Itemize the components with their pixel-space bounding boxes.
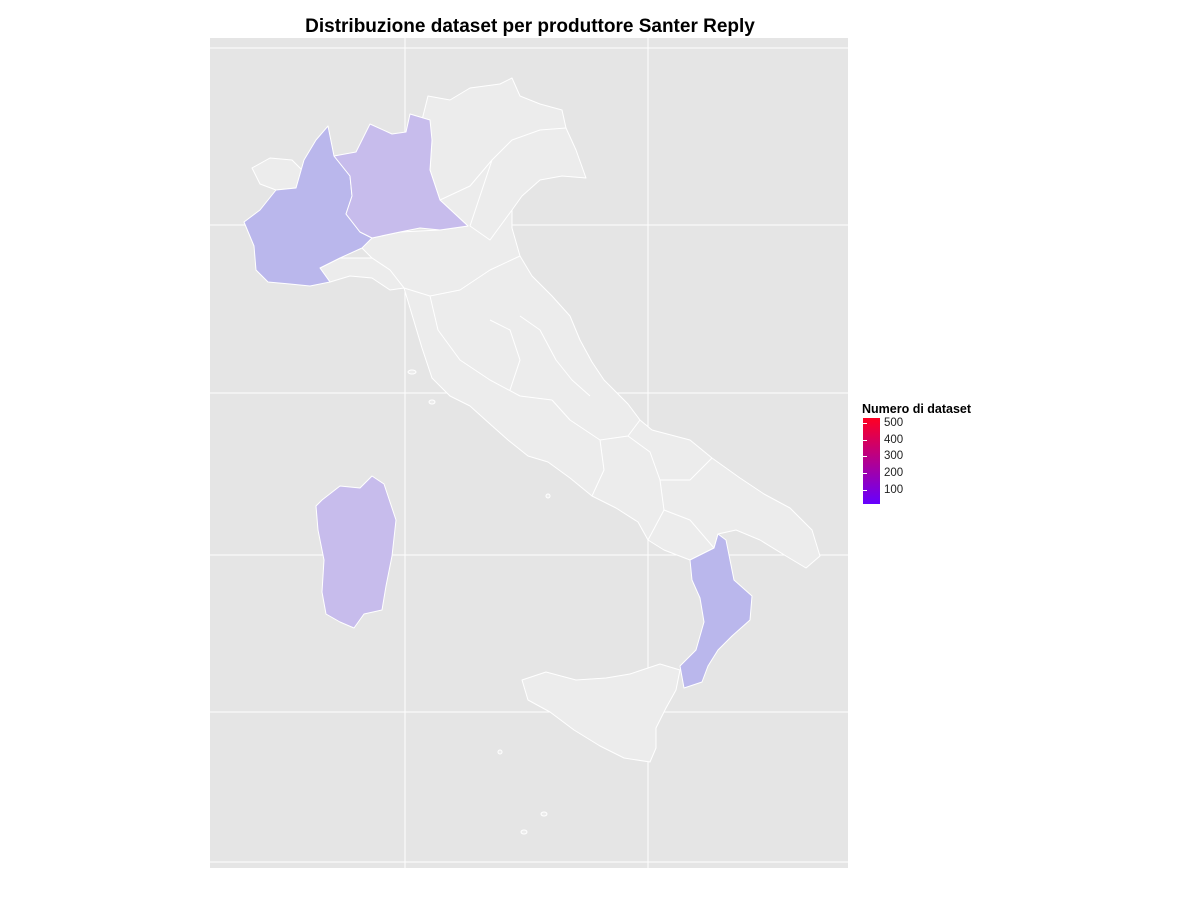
island-small — [520, 829, 528, 835]
island-small — [540, 811, 548, 817]
legend-title: Numero di dataset — [862, 402, 972, 416]
region-liguria — [319, 257, 405, 291]
island-small — [497, 749, 503, 755]
legend-tick-mark — [863, 423, 867, 424]
legend-tick-mark — [863, 456, 867, 457]
island-small — [545, 493, 551, 499]
legend-tick-label: 200 — [884, 467, 904, 479]
region-sicilia — [521, 663, 681, 763]
region-lombardia — [333, 113, 469, 239]
legend-tick-mark — [863, 440, 867, 441]
legend-tick-mark — [863, 490, 867, 491]
island-small — [428, 399, 436, 405]
legend: Numero di dataset 500 400 300 200 100 — [862, 402, 972, 504]
italy-map — [243, 77, 821, 835]
region-mainland-no-data — [359, 77, 821, 569]
island-elba — [407, 369, 417, 375]
legend-tick-label: 500 — [884, 417, 904, 429]
region-sardegna — [315, 475, 397, 629]
legend-tick-label: 400 — [884, 434, 904, 446]
chart-title: Distribuzione dataset per produttore San… — [305, 16, 755, 37]
legend-tick-label: 100 — [884, 484, 904, 496]
region-border — [403, 127, 715, 549]
region-piemonte — [243, 125, 373, 287]
legend-tick-label: 300 — [884, 450, 904, 462]
region-calabria — [679, 533, 753, 689]
legend-color-bar — [863, 418, 880, 504]
legend-tick-mark — [863, 473, 867, 474]
